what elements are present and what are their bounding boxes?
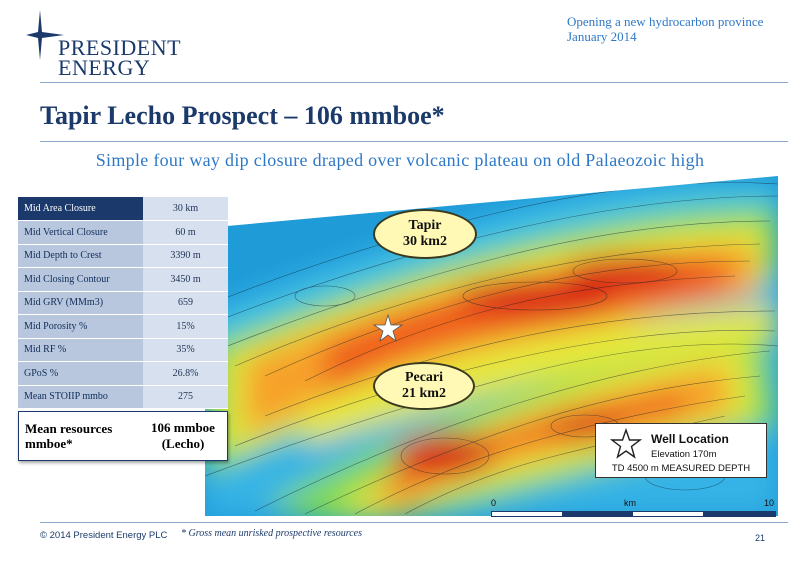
slide-title: Tapir Lecho Prospect – 106 mmboe* bbox=[40, 101, 445, 130]
footer-footnote: * Gross mean unrisked prospective resour… bbox=[181, 528, 362, 539]
property-label: Mid Area Closure bbox=[18, 197, 143, 221]
property-label: Mean STOIIP mmbo bbox=[18, 385, 143, 409]
well-location-legend: Well Location Elevation 170m TD 4500 m M… bbox=[595, 423, 767, 478]
pecari-label: Pecari 21 km2 bbox=[373, 362, 475, 410]
property-value: 275 bbox=[143, 385, 228, 409]
page-number: 21 bbox=[755, 533, 766, 543]
title-divider bbox=[40, 141, 788, 142]
property-label: Mid RF % bbox=[18, 338, 143, 362]
property-row: Mean STOIIP mmbo 275 bbox=[18, 385, 228, 409]
property-value: 659 bbox=[143, 291, 228, 315]
company-logo: President Energy bbox=[58, 35, 182, 80]
property-row: GPoS % 26.8% bbox=[18, 361, 228, 386]
property-label: Mid Depth to Crest bbox=[18, 244, 143, 268]
prospect-properties-table: Mid Area Closure 30 km Mid Vertical Closur… bbox=[18, 197, 228, 409]
property-row: Mid Depth to Crest 3390 m bbox=[18, 244, 228, 268]
scale-start: 0 bbox=[491, 498, 497, 508]
property-value: 3450 m bbox=[143, 267, 228, 292]
depth-structure-map bbox=[205, 176, 778, 516]
property-value: 3390 m bbox=[143, 244, 228, 268]
property-value: 30 km bbox=[143, 197, 228, 221]
property-value: 26.8% bbox=[143, 361, 228, 386]
header-caption-line1: Opening a new hydrocarbon province bbox=[567, 14, 764, 29]
scale-unit: km bbox=[624, 498, 636, 508]
tapir-name: Tapir bbox=[408, 218, 442, 233]
property-label: GPoS % bbox=[18, 361, 143, 386]
property-value: 60 m bbox=[143, 220, 228, 245]
property-row: Mid Vertical Closure 60 m bbox=[18, 220, 228, 245]
tapir-area: 30 km2 bbox=[403, 234, 447, 249]
well-star-icon bbox=[610, 428, 642, 459]
footer-copyright: © 2014 President Energy PLC bbox=[40, 530, 168, 541]
header-caption: Opening a new hydrocarbon province Janua… bbox=[567, 14, 767, 44]
property-row: Mid Closing Contour 3450 m bbox=[18, 267, 228, 292]
footer-divider bbox=[40, 522, 788, 523]
pecari-area: 21 km2 bbox=[402, 386, 446, 401]
scale-end: 10 bbox=[764, 498, 775, 508]
mean-resources-box: Mean resources mmboe* 106 mmboe (Lecho) bbox=[18, 411, 228, 461]
pecari-name: Pecari bbox=[404, 370, 444, 385]
property-value: 35% bbox=[143, 338, 228, 362]
property-row: Mid GRV (MMm3) 659 bbox=[18, 291, 228, 315]
property-label: Mid Closing Contour bbox=[18, 267, 143, 292]
legend-elevation: Elevation 170m bbox=[651, 449, 717, 460]
slide-subtitle: Simple four way dip closure draped over … bbox=[95, 150, 705, 170]
property-row: Mid RF % 35% bbox=[18, 338, 228, 362]
property-value: 15% bbox=[143, 314, 228, 339]
scale-bar bbox=[491, 511, 776, 517]
mean-resources-label: Mean resources mmboe* bbox=[25, 421, 113, 451]
property-label: Mid Vertical Closure bbox=[18, 220, 143, 245]
header-caption-line2: January 2014 bbox=[567, 29, 637, 44]
property-row: Mid Area Closure 30 km bbox=[18, 197, 228, 221]
property-label: Mid GRV (MMm3) bbox=[18, 291, 143, 315]
mean-resources-value-line2: (Lecho) bbox=[161, 436, 205, 451]
header-divider bbox=[40, 82, 788, 83]
mean-resources-value: 106 mmboe (Lecho) bbox=[139, 420, 227, 452]
legend-title: Well Location bbox=[651, 432, 729, 446]
logo-star-icon bbox=[26, 10, 64, 60]
logo-line1: President bbox=[58, 35, 182, 60]
legend-depth: TD 4500 m MEASURED DEPTH bbox=[611, 463, 751, 474]
mean-resources-value-line1: 106 mmboe bbox=[151, 420, 215, 435]
property-label: Mid Porosity % bbox=[18, 314, 143, 339]
logo-line2: Energy bbox=[58, 55, 151, 80]
tapir-label: Tapir 30 km2 bbox=[373, 209, 477, 259]
property-row: Mid Porosity % 15% bbox=[18, 314, 228, 339]
well-location-star-icon bbox=[372, 313, 404, 343]
